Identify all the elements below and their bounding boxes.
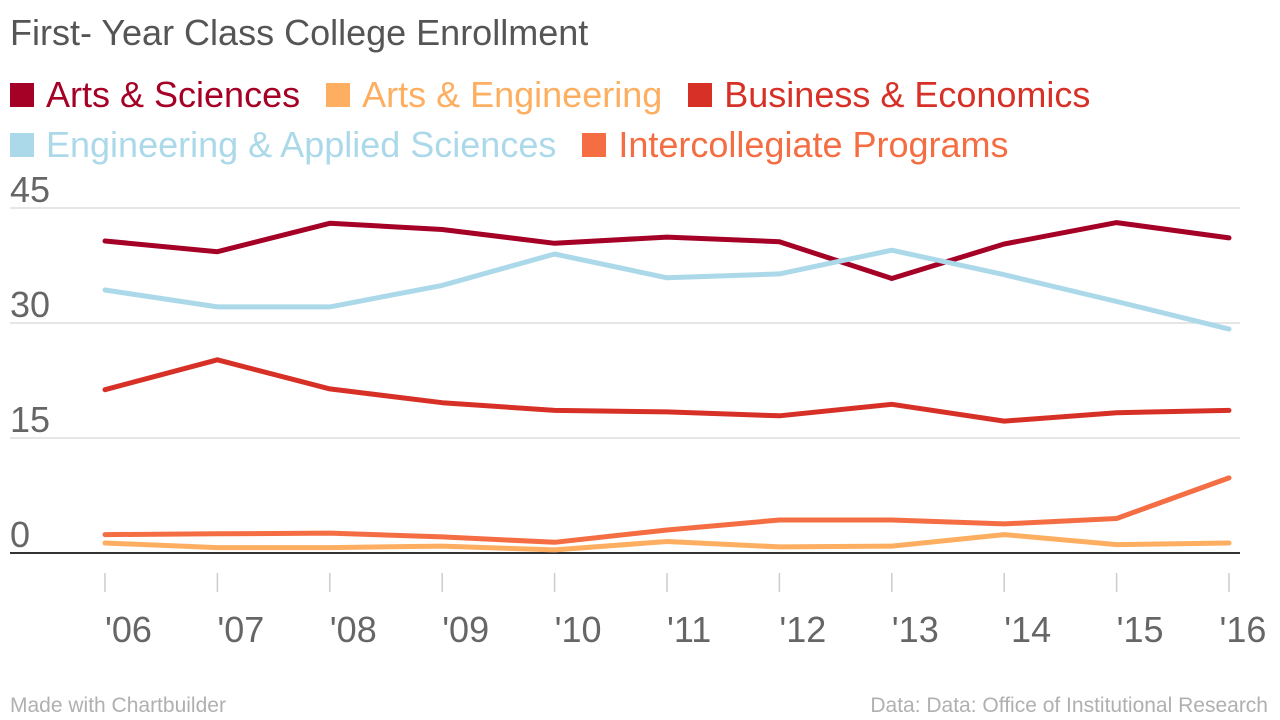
x-tick-label: '07 — [217, 609, 264, 650]
legend-swatch — [10, 83, 34, 107]
x-tick-label: '06 — [105, 609, 152, 650]
x-tick-label: '10 — [555, 609, 602, 650]
legend-swatch — [688, 83, 713, 107]
legend-label: Arts & Sciences — [46, 74, 301, 115]
series-line — [102, 220, 1232, 281]
legend-label: Arts & Engineering — [362, 74, 663, 115]
legend-swatch — [582, 133, 607, 157]
legend-item: Arts & Sciences — [10, 74, 300, 116]
series-line — [102, 532, 1232, 553]
x-tick-label: '13 — [892, 609, 939, 650]
footer-source: Data: Data: Office of Institutional Rese… — [870, 694, 1268, 717]
chart-legend: Arts & Sciences Arts & Engineering Busines… — [10, 74, 1270, 174]
series-line — [102, 247, 1232, 332]
series-line — [102, 475, 1232, 545]
legend-label: Intercollegiate Programs — [618, 124, 1009, 165]
x-tick-label: '14 — [1004, 609, 1051, 650]
x-tick-label: '11 — [667, 609, 711, 650]
y-tick-label: 0 — [10, 514, 30, 555]
series-line — [102, 357, 1232, 424]
legend-item: Engineering & Applied Sciences — [10, 124, 556, 166]
legend-label: Engineering & Applied Sciences — [46, 124, 557, 165]
legend-item: Intercollegiate Programs — [582, 124, 1009, 166]
chart-title: First- Year Class College Enrollment — [10, 12, 589, 53]
y-tick-label: 30 — [10, 284, 50, 325]
legend-swatch — [10, 133, 34, 157]
y-tick-label: 45 — [10, 169, 50, 210]
legend-label: Business & Economics — [724, 74, 1091, 115]
x-tick-label: '16 — [1220, 609, 1267, 650]
footer-credit: Made with Chartbuilder — [10, 694, 226, 717]
x-tick-label: '08 — [330, 609, 377, 650]
x-tick-label: '12 — [779, 609, 826, 650]
legend-item: Arts & Engineering — [326, 74, 662, 116]
legend-item: Business & Economics — [688, 74, 1090, 116]
x-tick-label: '09 — [442, 609, 489, 650]
y-tick-label: 15 — [10, 399, 50, 440]
legend-swatch — [326, 83, 351, 107]
x-tick-label: '15 — [1117, 609, 1164, 650]
